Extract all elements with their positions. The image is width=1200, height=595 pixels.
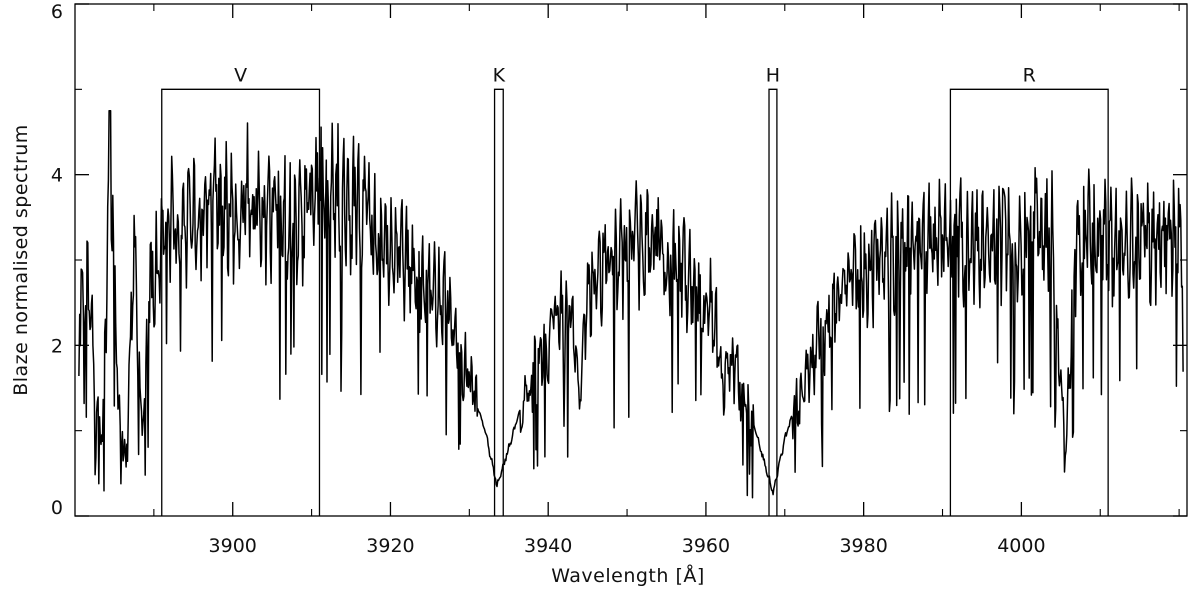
passband-label-v: V <box>234 64 247 86</box>
passband-label-k: K <box>493 64 506 86</box>
passband-label-r: R <box>1023 64 1036 86</box>
x-tick-label: 3940 <box>524 535 572 557</box>
passband-window-k <box>493 88 504 516</box>
passband-window-v <box>161 88 321 516</box>
y-axis-ticks: 0 2 4 6 <box>51 1 1187 519</box>
x-tick-label: 3980 <box>839 535 887 557</box>
y-tick-label: 4 <box>51 165 63 187</box>
x-tick-label: 4000 <box>997 535 1045 557</box>
x-axis-ticks: 3900 3920 3940 3960 3980 4000 <box>153 4 1180 557</box>
spectrum-line <box>78 109 1184 499</box>
y-tick-label: 6 <box>51 1 63 23</box>
x-tick-label: 3960 <box>682 535 730 557</box>
passband-window-h <box>768 88 778 516</box>
x-axis-title: Wavelength [Å] <box>551 564 705 587</box>
passband-label-h: H <box>766 64 780 86</box>
y-axis-title: Blaze normalised spectrum <box>10 124 32 396</box>
passband-window-r <box>949 88 1109 516</box>
x-tick-label: 3920 <box>366 535 414 557</box>
y-tick-label: 0 <box>51 497 63 519</box>
y-tick-label: 2 <box>51 335 63 357</box>
x-tick-label: 3900 <box>209 535 257 557</box>
